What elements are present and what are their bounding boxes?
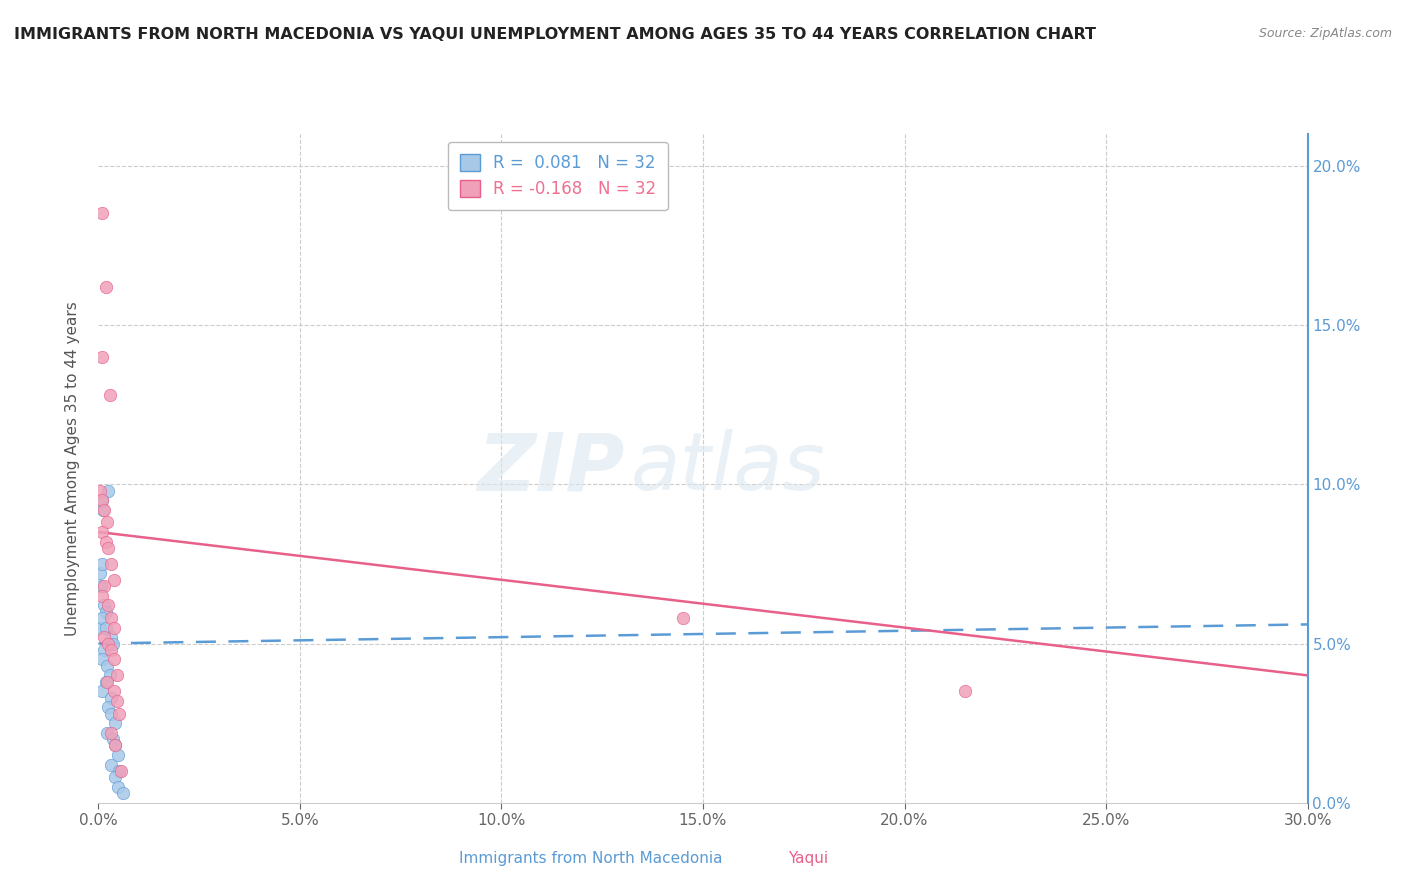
Point [97, 636, 120, 650]
Point [100, 611, 122, 625]
Point [107, 780, 129, 794]
Point [108, 764, 131, 778]
Point [93, 643, 115, 657]
Point [100, 690, 122, 705]
Point [100, 557, 122, 571]
Y-axis label: Unemployment Among Ages 35 to 44 years: Unemployment Among Ages 35 to 44 years [65, 301, 80, 636]
Point [91, 684, 114, 698]
Point [90, 206, 112, 220]
Point [96, 658, 118, 673]
Point [90, 579, 112, 593]
Point [94, 279, 117, 293]
Point [105, 668, 128, 682]
Point [107, 706, 129, 721]
Point [101, 732, 124, 747]
Point [89, 566, 111, 581]
Point [97, 700, 120, 714]
Point [103, 621, 125, 635]
Point [104, 770, 127, 784]
Point [96, 725, 118, 739]
Point [103, 739, 125, 753]
Point [103, 739, 125, 753]
Point [91, 524, 114, 539]
Point [90, 611, 112, 625]
Point [110, 764, 132, 778]
Point [96, 516, 118, 530]
Point [103, 652, 125, 666]
Text: atlas: atlas [630, 429, 825, 508]
Text: Source: ZipAtlas.com: Source: ZipAtlas.com [1258, 27, 1392, 40]
Point [89, 621, 111, 635]
Point [90, 493, 112, 508]
Point [103, 684, 125, 698]
Point [93, 502, 115, 516]
Point [111, 786, 134, 800]
Point [90, 493, 112, 508]
Point [97, 541, 120, 555]
Text: IMMIGRANTS FROM NORTH MACEDONIA VS YAQUI UNEMPLOYMENT AMONG AGES 35 TO 44 YEARS : IMMIGRANTS FROM NORTH MACEDONIA VS YAQUI… [14, 27, 1097, 42]
Point [90, 589, 112, 603]
Point [101, 636, 124, 650]
Point [98, 668, 121, 682]
Point [91, 557, 114, 571]
Point [96, 674, 118, 689]
Point [89, 483, 111, 498]
Point [100, 757, 122, 772]
Point [107, 747, 129, 762]
Text: ZIP: ZIP [477, 429, 624, 508]
Point [97, 599, 120, 613]
Point [100, 725, 122, 739]
Point [103, 716, 125, 731]
Point [93, 579, 115, 593]
Point [94, 674, 117, 689]
Point [91, 350, 114, 364]
Point [93, 599, 115, 613]
Point [96, 605, 118, 619]
Point [94, 621, 117, 635]
Point [100, 643, 122, 657]
Point [94, 534, 117, 549]
Point [103, 573, 125, 587]
Text: Immigrants from North Macedonia: Immigrants from North Macedonia [458, 852, 723, 866]
Point [105, 694, 128, 708]
Point [91, 502, 114, 516]
Text: Yaqui: Yaqui [789, 852, 828, 866]
Point [98, 388, 121, 402]
Point [953, 684, 976, 698]
Point [97, 483, 120, 498]
Legend: R =  0.081   N = 32, R = -0.168   N = 32: R = 0.081 N = 32, R = -0.168 N = 32 [449, 142, 668, 211]
Point [672, 611, 695, 625]
Point [90, 652, 112, 666]
Point [100, 706, 122, 721]
Point [93, 630, 115, 644]
Point [100, 630, 122, 644]
